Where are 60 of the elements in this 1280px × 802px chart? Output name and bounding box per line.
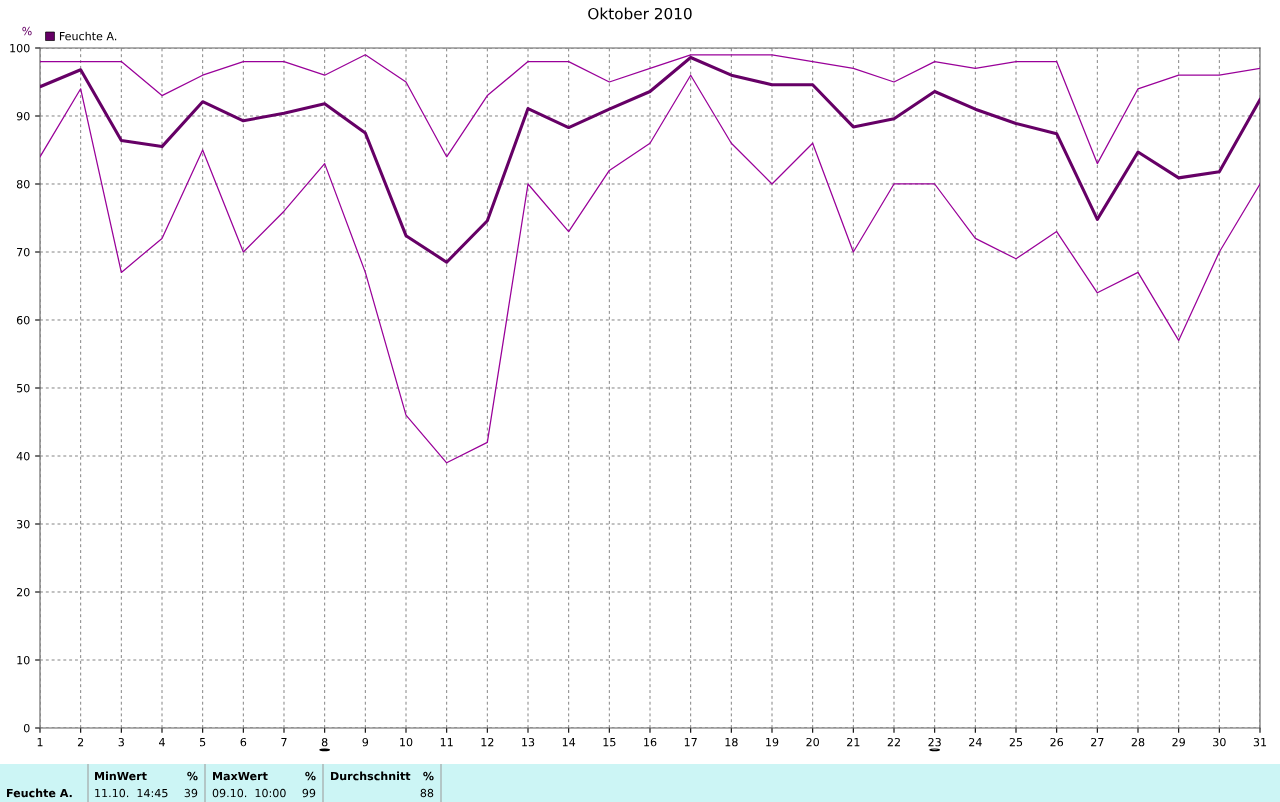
text: Durchschnitt [331, 771, 411, 781]
x-tick-label: 1 [37, 738, 43, 747]
text: % [423, 771, 434, 781]
x-tick-label: 8 [321, 737, 328, 747]
x-tick-label: 24 [969, 737, 982, 747]
x-tick-label: 16 [644, 737, 657, 747]
text: MinWert [95, 771, 147, 781]
text: % [305, 771, 316, 781]
chart-title: Oktober 2010 [588, 7, 692, 20]
text: 99 [302, 788, 316, 798]
x-tick-label: 17 [684, 738, 697, 747]
x-tick-label: 7 [281, 738, 287, 747]
y-tick-label: 80 [16, 179, 30, 189]
x-tick-label: 2 [77, 737, 84, 747]
y-tick-label: 100 [10, 43, 30, 53]
x-tick-label: 25 [1009, 737, 1023, 747]
x-tick-label: 21 [847, 737, 860, 747]
line-series [40, 55, 1260, 264]
legend-label: Feuchte A. [59, 31, 117, 41]
x-tick-label: 11 [440, 738, 453, 747]
line-series [40, 74, 1260, 464]
x-tick-label: 5 [199, 738, 206, 747]
y-tick-label: 90 [16, 111, 30, 121]
x-tick-label: 6 [240, 737, 247, 747]
x-tick-label: 31 [1253, 737, 1267, 747]
y-tick-label: 10 [17, 655, 30, 665]
y-tick-label: 60 [16, 315, 30, 325]
x-tick-label: 3 [118, 737, 124, 747]
x-tick-label: 10 [400, 737, 413, 747]
y-axis-title: % [22, 26, 32, 36]
line-series [40, 54, 1260, 165]
text: % [187, 771, 198, 781]
text: 09.10. 10:00 [212, 788, 286, 798]
text: 11.10. 14:45 [95, 788, 168, 798]
y-tick-label: 70 [17, 247, 30, 257]
x-tick-label: 9 [362, 737, 369, 747]
x-tick-label: 20 [806, 737, 819, 747]
x-tick-label: 27 [1091, 737, 1104, 747]
y-tick-label: 50 [17, 383, 30, 393]
y-tick-label: 20 [16, 587, 30, 597]
x-tick-label: 28 [1131, 737, 1145, 747]
text: Feuchte A. [7, 788, 72, 798]
x-tick-label: 15 [603, 738, 616, 747]
text: 88 [420, 788, 434, 798]
text: 39 [184, 788, 198, 798]
x-tick-label: 19 [766, 737, 779, 747]
x-tick-label: 26 [1050, 737, 1064, 747]
y-tick-label: 30 [16, 519, 30, 529]
x-tick-label: 22 [887, 737, 900, 747]
x-tick-label: 29 [1172, 737, 1185, 747]
x-tick-label: 18 [725, 737, 738, 747]
x-tick-label: 23 [928, 737, 941, 747]
x-tick-label: 13 [522, 737, 535, 747]
text: MaxWert [213, 771, 268, 781]
x-tick-label: 4 [159, 738, 165, 747]
x-tick-label: 12 [481, 737, 494, 747]
y-tick-label: 40 [16, 451, 30, 461]
y-tick-label: 0 [23, 723, 30, 733]
x-tick-label: 30 [1213, 737, 1226, 747]
x-tick-label: 14 [562, 738, 576, 747]
